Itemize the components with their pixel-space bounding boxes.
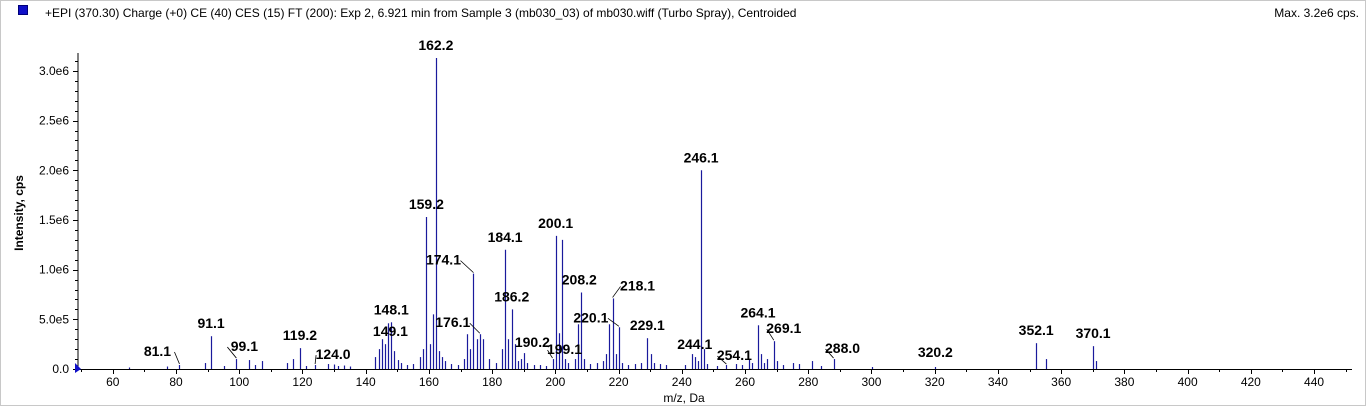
peak-label: 229.1 — [630, 317, 665, 333]
peak-label: 288.0 — [825, 340, 860, 356]
peak-leader-line — [607, 317, 620, 327]
x-tick-label: 340 — [988, 375, 1008, 389]
x-tick-label: 360 — [1051, 375, 1071, 389]
peak-label: 218.1 — [620, 277, 655, 293]
peak-label: 184.1 — [488, 229, 523, 245]
peak-label: 244.1 — [677, 336, 712, 352]
peak-leader-line — [174, 351, 180, 365]
peak-leader-line — [469, 322, 481, 334]
peak-label: 124.0 — [316, 346, 351, 362]
peak-label: 149.1 — [373, 323, 408, 339]
peak-leader-line — [717, 355, 727, 365]
peak-leader-line — [825, 348, 834, 359]
x-tick-label: 80 — [169, 375, 183, 389]
y-tick-label: 2.0e6 — [39, 163, 69, 177]
x-tick-label: 280 — [798, 375, 818, 389]
max-intensity-label: Max. 3.2e6 cps. — [1274, 6, 1359, 20]
x-tick-label: 400 — [1178, 375, 1198, 389]
x-tick-label: 220 — [609, 375, 629, 389]
x-tick-label: 100 — [229, 375, 249, 389]
x-tick-label: 420 — [1241, 375, 1261, 389]
peak-label: 91.1 — [197, 315, 224, 331]
peak-label: 174.1 — [426, 252, 461, 268]
peak-leader-line — [612, 286, 621, 298]
peak-leader-line — [547, 349, 553, 359]
y-tick-label: 2.5e6 — [39, 114, 69, 128]
peak-leader-line — [314, 354, 317, 365]
peak-label: 119.2 — [283, 327, 317, 343]
x-tick-label: 380 — [1114, 375, 1134, 389]
y-tick-label: 1.0e6 — [39, 263, 69, 277]
peak-label: 81.1 — [144, 343, 171, 359]
peak-label: 190.2 — [515, 334, 550, 350]
spectrum-header-title: +EPI (370.30) Charge (+0) CE (40) CES (1… — [45, 6, 797, 20]
peak-label: 159.2 — [409, 196, 444, 212]
peak-label: 246.1 — [684, 149, 719, 165]
origin-marker[interactable] — [75, 363, 81, 373]
x-tick-label: 140 — [356, 375, 376, 389]
x-tick-label: 60 — [106, 375, 120, 389]
peak-leader-line — [766, 328, 775, 341]
x-tick-label: 120 — [292, 375, 312, 389]
x-axis-label: m/z, Da — [663, 391, 705, 405]
x-tick-label: 180 — [482, 375, 502, 389]
peak-leader-line — [227, 346, 237, 359]
x-tick-label: 260 — [735, 375, 755, 389]
y-tick-label: 1.5e6 — [39, 213, 69, 227]
peak-label: 199.1 — [547, 341, 582, 357]
peak-label: 264.1 — [740, 304, 775, 320]
y-tick-label: 5.0e5 — [39, 312, 69, 326]
peak-label: 320.2 — [918, 344, 953, 360]
peak-label: 148.1 — [374, 301, 409, 317]
y-axis-label: Intensity, cps — [12, 175, 26, 251]
peak-label: 208.2 — [562, 271, 597, 287]
x-tick-label: 200 — [545, 375, 565, 389]
peak-label: 352.1 — [1019, 322, 1054, 338]
peak-label: 186.2 — [494, 288, 529, 304]
x-tick-label: 300 — [861, 375, 881, 389]
y-tick-label: 3.0e6 — [39, 64, 69, 78]
peak-label: 370.1 — [1076, 325, 1111, 341]
peak-label: 176.1 — [435, 314, 470, 330]
peak-label: 162.2 — [418, 37, 453, 53]
x-tick-label: 320 — [925, 375, 945, 389]
peak-label: 254.1 — [717, 347, 752, 363]
x-tick-label: 160 — [419, 375, 439, 389]
x-tick-label: 240 — [672, 375, 692, 389]
peak-label: 220.1 — [573, 309, 608, 325]
series-color-swatch[interactable] — [18, 5, 28, 15]
peak-label: 269.1 — [766, 320, 801, 336]
peak-leader-line — [460, 260, 474, 273]
y-tick-label: 0.0 — [52, 362, 69, 376]
x-tick-label: 440 — [1304, 375, 1324, 389]
peak-label: 200.1 — [538, 215, 573, 231]
peak-label: 99.1 — [231, 338, 258, 354]
